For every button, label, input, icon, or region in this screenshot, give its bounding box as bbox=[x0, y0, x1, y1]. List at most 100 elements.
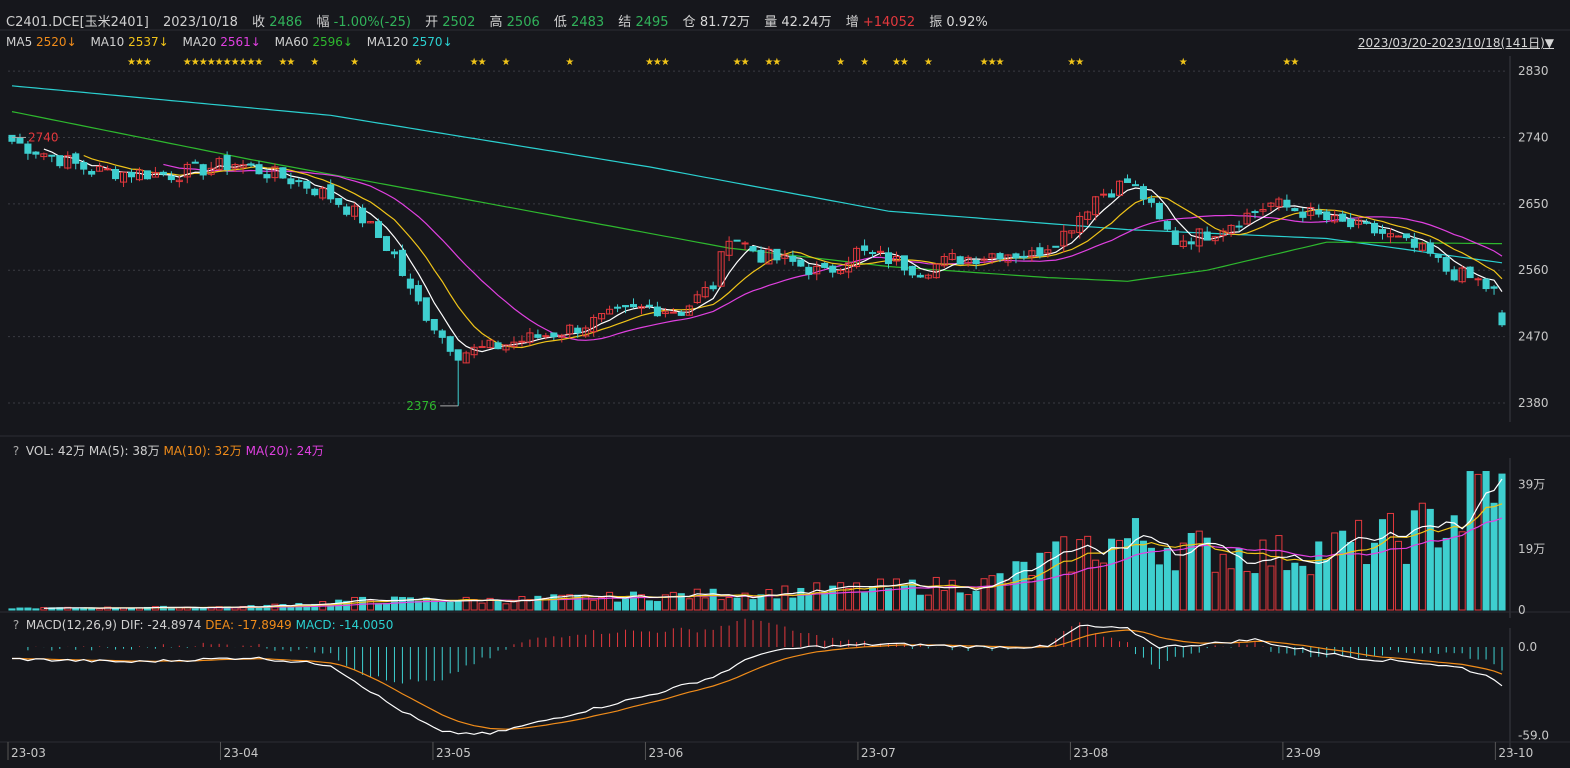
candle-body bbox=[191, 161, 199, 164]
volume-bar bbox=[1076, 539, 1084, 611]
volume-bar bbox=[1355, 519, 1363, 611]
signal-star: ★ bbox=[980, 57, 989, 68]
volume-bar bbox=[876, 578, 885, 611]
change-label: 幅 bbox=[316, 15, 330, 30]
volume-bar bbox=[1434, 547, 1442, 611]
volume-bar bbox=[1378, 519, 1387, 611]
volume-bar bbox=[1267, 565, 1275, 611]
volume-bar bbox=[669, 591, 677, 611]
date-range-text[interactable]: 2023/03/20-2023/10/18(141日) bbox=[1357, 36, 1545, 50]
candle-body bbox=[462, 352, 470, 364]
volume-bar bbox=[1163, 547, 1171, 611]
volume-bar bbox=[1028, 575, 1036, 611]
signal-star: ★ bbox=[191, 57, 200, 68]
signal-star: ★ bbox=[653, 57, 662, 68]
volume-bar bbox=[717, 599, 725, 611]
price-tick-label: 2830 bbox=[1518, 64, 1549, 78]
date-range-selector[interactable]: 2023/03/20-2023/10/18(141日)▼ bbox=[1358, 34, 1554, 51]
signal-star: ★ bbox=[215, 57, 224, 68]
candle-body bbox=[1323, 211, 1331, 221]
candle-body bbox=[374, 221, 383, 238]
candle-body bbox=[327, 184, 335, 200]
candle-body bbox=[614, 306, 622, 309]
candle-body bbox=[295, 180, 303, 183]
candle-body bbox=[1235, 225, 1243, 228]
volume-bar bbox=[821, 591, 829, 611]
volume-bar bbox=[892, 578, 900, 611]
volume-bar bbox=[829, 585, 837, 611]
volume-bar bbox=[924, 594, 932, 611]
open-label: 开 bbox=[425, 15, 439, 30]
volume-bar bbox=[438, 601, 446, 611]
candle-body bbox=[454, 349, 462, 361]
chevron-down-icon[interactable]: ▼ bbox=[1544, 36, 1554, 50]
volume-bar bbox=[1068, 571, 1076, 611]
volume-bar bbox=[1139, 540, 1147, 611]
volume-bar bbox=[398, 596, 406, 611]
volume-bar bbox=[1450, 515, 1458, 611]
volume-ma10-value: MA(10): 32万 bbox=[163, 444, 242, 458]
candle-body bbox=[1394, 235, 1402, 238]
candle-body bbox=[1028, 250, 1036, 258]
ma120-label: MA120 bbox=[366, 35, 409, 49]
volume-bar bbox=[853, 582, 861, 611]
candle-body bbox=[1275, 198, 1283, 208]
candle-body bbox=[1442, 257, 1450, 272]
volume-bar bbox=[1299, 565, 1307, 611]
volume-bar bbox=[757, 594, 765, 611]
candle-body bbox=[64, 155, 72, 169]
candle-body bbox=[1211, 236, 1219, 242]
candle-body bbox=[924, 274, 932, 279]
candle-body bbox=[127, 171, 136, 178]
candle-body bbox=[1195, 228, 1203, 247]
signal-star: ★ bbox=[661, 57, 670, 68]
candle-body bbox=[1426, 242, 1434, 254]
signal-star: ★ bbox=[478, 57, 487, 68]
help-icon[interactable]: ? bbox=[12, 618, 20, 632]
volume-bar bbox=[988, 575, 996, 611]
candle-body bbox=[621, 305, 630, 308]
volume-bar bbox=[725, 596, 733, 611]
volume-bar bbox=[837, 582, 845, 611]
volume-bar bbox=[789, 597, 797, 611]
low-annotation: 2376 bbox=[406, 399, 437, 413]
candle-body bbox=[1402, 233, 1410, 239]
volume-bar bbox=[430, 600, 438, 611]
macd-legend: ? MACD(12,26,9) DIF: -24.8974 DEA: -17.8… bbox=[10, 618, 394, 632]
volume-bar bbox=[32, 608, 40, 611]
candle-body bbox=[669, 311, 677, 314]
volume-bar bbox=[685, 598, 693, 611]
candle-body bbox=[510, 341, 518, 347]
volume-bar bbox=[1474, 473, 1482, 611]
candle-body bbox=[1004, 254, 1012, 263]
signal-star: ★ bbox=[255, 57, 264, 68]
candle-body bbox=[1450, 269, 1458, 281]
candle-body bbox=[1012, 253, 1020, 259]
help-icon[interactable]: ? bbox=[12, 444, 20, 458]
volume-bar bbox=[1307, 574, 1315, 611]
volume-bar bbox=[96, 608, 104, 611]
symbol-name[interactable]: C2401.DCE[玉米2401] bbox=[6, 15, 149, 30]
candle-body bbox=[398, 249, 406, 276]
ma5-value: 2520↓ bbox=[36, 35, 77, 49]
candle-body bbox=[1418, 243, 1426, 251]
x-tick-label: 23-05 bbox=[436, 746, 471, 760]
change-value: -1.00%(-25) bbox=[333, 15, 411, 30]
volume-bar bbox=[1187, 533, 1195, 611]
candle-body bbox=[311, 188, 319, 196]
candle-body bbox=[1084, 211, 1092, 220]
signal-star: ★ bbox=[207, 57, 216, 68]
candle-body bbox=[1474, 278, 1482, 281]
candle-body bbox=[582, 327, 590, 337]
candle-body bbox=[1243, 212, 1251, 225]
volume-bar bbox=[446, 601, 454, 611]
volume-bar bbox=[1179, 542, 1187, 611]
quote-header: C2401.DCE[玉米2401] 2023/10/18 收 2486 幅 -1… bbox=[6, 11, 988, 30]
volume-bar bbox=[406, 597, 414, 611]
candle-body bbox=[247, 163, 255, 166]
low-label: 低 bbox=[553, 15, 567, 30]
candle-body bbox=[151, 172, 159, 178]
candle-body bbox=[382, 236, 391, 252]
candle-body bbox=[1251, 211, 1259, 214]
